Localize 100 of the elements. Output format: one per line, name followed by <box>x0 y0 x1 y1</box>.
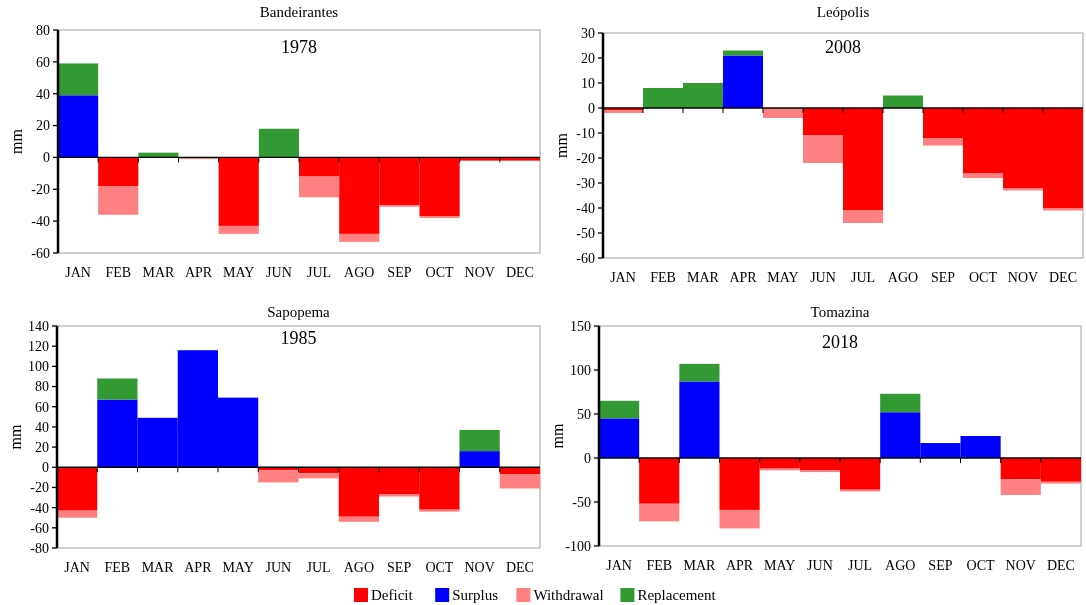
x-tick-label: JUN <box>265 560 292 575</box>
x-tick-label: NOV <box>1007 270 1039 285</box>
x-tick-label: JUL <box>306 560 331 575</box>
x-tick-label: JUL <box>848 558 873 573</box>
y-tick-label: -100 <box>565 538 591 554</box>
x-tick-label: FEB <box>105 265 132 280</box>
y-tick-label: -20 <box>576 150 595 166</box>
chart-subtitle: 2008 <box>825 37 861 58</box>
x-tick-label: JUL <box>850 270 876 285</box>
x-tick-label: MAR <box>687 270 720 285</box>
y-tick-label: -20 <box>30 480 49 496</box>
y-tick-label: 140 <box>28 318 49 334</box>
legend-label: Withdrawal <box>533 587 604 604</box>
x-tick-label: OCT <box>425 560 454 575</box>
x-tick-label: DEC <box>505 265 534 280</box>
x-tick-label: SEP <box>928 558 953 573</box>
y-tick-label: 50 <box>577 406 591 422</box>
x-tick-label: APR <box>725 558 754 573</box>
chart-title: Leópolis <box>816 4 870 21</box>
y-tick-label: -60 <box>576 250 595 266</box>
y-axis-title: mm <box>6 424 24 450</box>
x-tick-label: JAN <box>65 265 91 280</box>
x-tick-label: AGO <box>344 265 375 280</box>
y-tick-label: 20 <box>35 439 49 455</box>
y-tick-label: 20 <box>581 50 595 66</box>
legend-label: Surplus <box>452 587 499 604</box>
x-tick-label: JAN <box>606 558 632 573</box>
x-tick-label: MAY <box>222 560 254 575</box>
y-tick-label: 60 <box>36 54 50 70</box>
x-tick-label: OCT <box>425 265 455 280</box>
y-tick-label: -10 <box>576 125 595 141</box>
y-tick-label: -60 <box>30 520 49 536</box>
y-tick-label: 0 <box>584 450 591 466</box>
x-tick-label: MAR <box>142 265 176 280</box>
y-tick-label: 100 <box>570 362 591 378</box>
y-tick-label: 0 <box>42 460 49 476</box>
y-tick-label: -50 <box>576 225 595 241</box>
y-tick-label: 0 <box>43 150 50 166</box>
x-tick-label: OCT <box>969 270 998 285</box>
x-tick-label: NOV <box>464 265 495 280</box>
y-axis-title: mm <box>7 128 25 154</box>
chart-title: Tomazina <box>810 304 870 321</box>
y-tick-label: -50 <box>572 494 591 510</box>
x-tick-label: SEP <box>930 270 956 285</box>
y-tick-label: 120 <box>28 339 49 355</box>
x-tick-label: DEC <box>505 560 534 575</box>
y-axis-title: mm <box>548 423 566 449</box>
y-tick-label: -40 <box>31 214 50 230</box>
x-tick-label: NOV <box>464 560 495 575</box>
y-tick-label: -40 <box>576 200 595 216</box>
x-tick-label: MAY <box>223 265 255 280</box>
x-tick-label: JUN <box>266 265 292 280</box>
y-tick-label: 20 <box>36 118 50 134</box>
x-tick-label: MAR <box>141 560 175 575</box>
x-tick-label: MAY <box>767 270 799 285</box>
y-tick-label: 40 <box>36 86 50 102</box>
legend-label: Deficit <box>371 587 414 604</box>
y-tick-label: 30 <box>581 25 595 41</box>
y-tick-label: 10 <box>581 75 595 91</box>
x-tick-label: JAN <box>64 560 90 575</box>
x-tick-label: NOV <box>1005 558 1036 573</box>
y-tick-label: 80 <box>35 379 49 395</box>
y-tick-label: 60 <box>35 399 49 415</box>
x-tick-label: AGO <box>343 560 375 575</box>
x-tick-label: JUL <box>307 265 332 280</box>
y-tick-label: 40 <box>35 419 49 435</box>
chart-subtitle: 1985 <box>280 328 317 349</box>
x-tick-label: FEB <box>650 270 676 285</box>
x-tick-label: OCT <box>966 558 996 573</box>
y-tick-label: 0 <box>588 100 595 116</box>
x-tick-label: DEC <box>1046 558 1075 573</box>
chart-subtitle: 1978 <box>281 37 317 58</box>
x-tick-label: AGO <box>887 270 919 285</box>
x-tick-label: JUN <box>807 558 833 573</box>
x-tick-label: APR <box>184 560 213 575</box>
y-tick-label: -60 <box>31 245 50 261</box>
x-tick-label: APR <box>729 270 758 285</box>
chart-title: Bandeirantes <box>259 4 339 21</box>
x-tick-label: AGO <box>885 558 916 573</box>
y-tick-label: -80 <box>30 540 49 556</box>
y-tick-label: 150 <box>570 318 591 334</box>
legend-label: Replacement <box>637 587 717 604</box>
chart-title: Sapopema <box>267 304 331 321</box>
y-tick-label: -40 <box>30 500 49 516</box>
x-tick-label: SEP <box>387 560 412 575</box>
chart-subtitle: 2018 <box>822 332 858 353</box>
y-tick-label: 100 <box>28 359 49 375</box>
y-tick-label: 80 <box>36 22 50 38</box>
x-tick-label: FEB <box>646 558 673 573</box>
y-axis-title: mm <box>552 132 570 158</box>
x-tick-label: SEP <box>387 265 412 280</box>
x-tick-label: MAR <box>683 558 717 573</box>
x-tick-label: FEB <box>104 560 131 575</box>
y-tick-label: -20 <box>31 182 50 198</box>
x-tick-label: DEC <box>1049 270 1077 285</box>
x-tick-label: MAY <box>764 558 796 573</box>
x-tick-label: JUN <box>810 270 836 285</box>
x-tick-label: APR <box>184 265 213 280</box>
y-tick-label: -30 <box>576 175 595 191</box>
x-tick-label: JAN <box>610 270 636 285</box>
